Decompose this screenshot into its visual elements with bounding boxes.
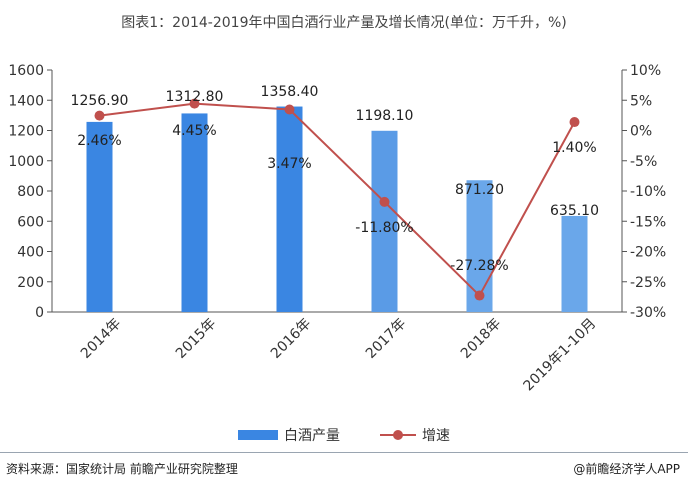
bar-value-label: 1312.80 [166, 89, 224, 105]
legend-bar-swatch [238, 430, 278, 440]
legend-line-swatch [380, 429, 416, 441]
y-right-tick-label: -5% [630, 154, 657, 170]
growth-value-label: -11.80% [355, 220, 413, 236]
legend-item-line: 增速 [380, 425, 450, 445]
line-point [189, 98, 200, 109]
bar-value-label: 635.10 [550, 203, 599, 219]
bar-series [86, 106, 588, 313]
bar-value-label: 1198.10 [356, 108, 414, 124]
y-left-tick-label: 0 [35, 305, 44, 321]
x-tick-label: 2018年 [458, 316, 504, 362]
y-left-tick-label: 400 [17, 245, 44, 261]
line-point [379, 196, 390, 207]
y-right-tick-label: -30% [630, 305, 666, 321]
growth-value-label: -27.28% [450, 258, 508, 274]
legend-item-bar: 白酒产量 [238, 425, 340, 445]
x-tick-label: 2017年 [363, 316, 409, 362]
y-right-tick-label: 10% [630, 63, 661, 79]
growth-line [99, 102, 576, 298]
y-right-tick-label: -15% [630, 214, 666, 230]
footer-divider [0, 452, 688, 453]
bar [86, 121, 113, 312]
bar [181, 113, 208, 313]
footer: 资料来源：国家统计局 前瞻产业研究院整理 @前瞻经济学人APP [0, 460, 688, 490]
y-left-tick-label: 1600 [8, 63, 44, 79]
growth-value-label: 1.40% [552, 140, 596, 156]
y-left-tick-label: 1000 [8, 154, 44, 170]
y-left-tick-label: 1400 [8, 93, 44, 109]
y-right-tick-label: -25% [630, 275, 666, 291]
chart-plot: 0 200 400 600 800 1000 1200 1400 1600 -30% -25% -20… [8, 63, 666, 395]
bar-value-label: 1256.90 [71, 93, 129, 109]
y-left-tick-label: 800 [17, 184, 44, 200]
line-series [94, 98, 580, 301]
x-tick-label: 2016年 [268, 316, 314, 362]
source-text: 资料来源：国家统计局 前瞻产业研究院整理 [6, 462, 238, 476]
y-right-tick-label: 5% [630, 93, 652, 109]
y-left-tick-label: 600 [17, 214, 44, 230]
y-left-tick-label: 200 [17, 275, 44, 291]
line-point [94, 110, 105, 121]
y-left-tick-label: 1200 [8, 124, 44, 140]
x-tick-label: 2015年 [173, 316, 219, 362]
y-right-tick-label: -20% [630, 245, 666, 261]
y-right-tick-label: 0% [630, 124, 652, 140]
line-point [569, 117, 580, 128]
x-tick-label: 2019年1-10月 [521, 316, 600, 395]
bar-value-label: 1358.40 [261, 84, 319, 100]
chart-title: 图表1：2014-2019年中国白酒行业产量及增长情况(单位：万千升，%) [121, 15, 567, 31]
bar-value-label: 871.20 [455, 182, 504, 198]
legend-bar-label: 白酒产量 [284, 428, 340, 444]
line-point [474, 290, 485, 301]
growth-value-label: 4.45% [172, 123, 216, 139]
app-credit: @前瞻经济学人APP [573, 462, 680, 476]
growth-value-label: 3.47% [267, 156, 311, 172]
growth-value-label: 2.46% [77, 133, 121, 149]
y-right-tick-label: -10% [630, 184, 666, 200]
legend-line-label: 增速 [422, 428, 450, 444]
bar [276, 106, 303, 313]
data-labels: 1256.90 1312.80 1358.40 1198.10 871.20 635.10… [71, 84, 599, 274]
legend: 白酒产量 增速 [0, 425, 688, 445]
bar [371, 130, 398, 312]
x-tick-label: 2014年 [78, 316, 124, 362]
line-point [284, 104, 295, 115]
bar [561, 215, 588, 312]
bar [466, 180, 493, 312]
